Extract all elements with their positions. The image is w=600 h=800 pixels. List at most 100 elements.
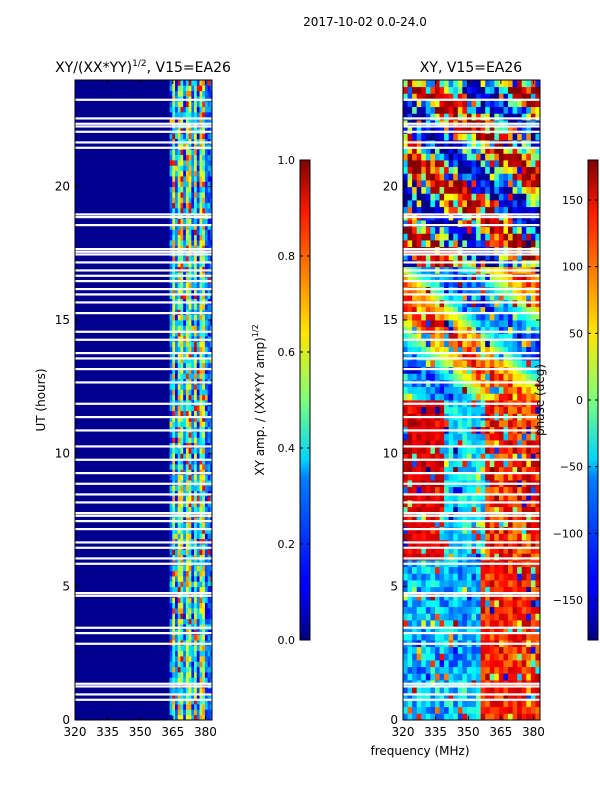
phase-cell [503,140,509,148]
phase-cell [430,253,436,261]
phase-cell [471,220,477,228]
amp-cell [172,101,176,108]
phase-cell [489,713,495,720]
amp-cell [185,458,190,465]
phase-cell [434,473,440,481]
phase-cell [466,306,472,314]
phase-cell [485,613,491,621]
phase-cell [453,173,459,181]
phase-cell [453,540,459,548]
phase-cell [480,526,486,534]
amp-cell [169,693,173,700]
amp-cell [185,106,190,113]
phase-cell [471,293,477,301]
phase-cell [535,153,540,161]
amp-cell [183,677,187,684]
phase-cell [448,700,454,708]
phase-cell [526,113,532,121]
amp-cell [185,714,190,720]
phase-cell [430,346,436,354]
phase-cell [421,500,427,508]
phase-cell [508,340,513,348]
phase-cell [498,433,504,441]
phase-cell [485,86,491,94]
phase-cell [526,326,532,334]
amp-cell [199,218,203,225]
phase-cell [434,600,440,608]
phase-cell [412,373,418,381]
amp-cell [207,618,211,625]
phase-cell [526,106,532,114]
phase-cell [512,713,518,720]
amp-cell [207,261,211,268]
phase-cell [489,386,495,394]
phase-cell [498,233,504,241]
phase-cell [466,686,472,694]
phase-cell [430,226,436,234]
phase-cell [498,80,504,88]
phase-cell [412,573,418,581]
phase-cell [489,626,495,634]
phase-cell [517,540,523,548]
phase-cell [517,586,523,594]
phase-cell [430,700,436,708]
colorbar-tick-label: 0.6 [278,346,296,359]
phase-cell [412,240,418,248]
phase-cell [457,606,463,614]
phase-cell [439,260,445,268]
phase-cell [407,313,413,321]
phase-cell [476,360,482,368]
phase-cell [517,600,523,608]
phase-cell [471,106,477,114]
phase-cell [526,340,532,348]
phase-cell [444,80,450,88]
phase-cell [430,86,436,94]
amp-cell [188,325,192,332]
phase-cell [498,533,504,541]
amp-cell [183,661,187,668]
phase-cell [416,473,422,481]
amp-cell [188,693,192,700]
phase-cell [466,353,472,361]
phase-cell [489,140,495,148]
phase-cell [403,373,408,381]
phase-cell [444,220,450,228]
amp-cell [196,117,200,124]
amp-cell [196,458,200,465]
phase-cell [489,586,495,594]
amp-cell [202,192,206,198]
phase-cell [425,506,431,514]
missing-band [403,592,540,595]
amp-cell [180,325,184,332]
phase-cell [407,606,413,614]
amp-cell [172,133,176,140]
amp-cell [175,357,179,364]
phase-cell [512,533,518,541]
amp-cell [204,528,209,534]
phase-cell [439,433,445,441]
amp-cell [204,677,209,684]
amp-cell [172,645,176,652]
phase-cell [471,546,477,554]
phase-cell [434,406,440,414]
phase-cell [448,306,454,314]
amp-cell [204,602,209,609]
phase-cell [403,346,408,354]
phase-cell [526,186,532,194]
amp-cell [188,672,192,678]
phase-cell [471,633,477,641]
phase-cell [476,540,482,548]
phase-cell [512,173,518,181]
phase-cell [517,620,523,628]
phase-cell [476,606,482,614]
phase-cell [457,253,463,261]
amp-cell [177,80,181,86]
phase-cell [489,693,495,701]
phase-cell [407,180,413,188]
phase-cell [448,153,454,161]
amp-cell [180,485,184,492]
phase-cell [412,153,418,161]
amp-cell [169,240,173,246]
amp-cell [191,80,195,86]
y-tick-label: 5 [62,580,70,594]
